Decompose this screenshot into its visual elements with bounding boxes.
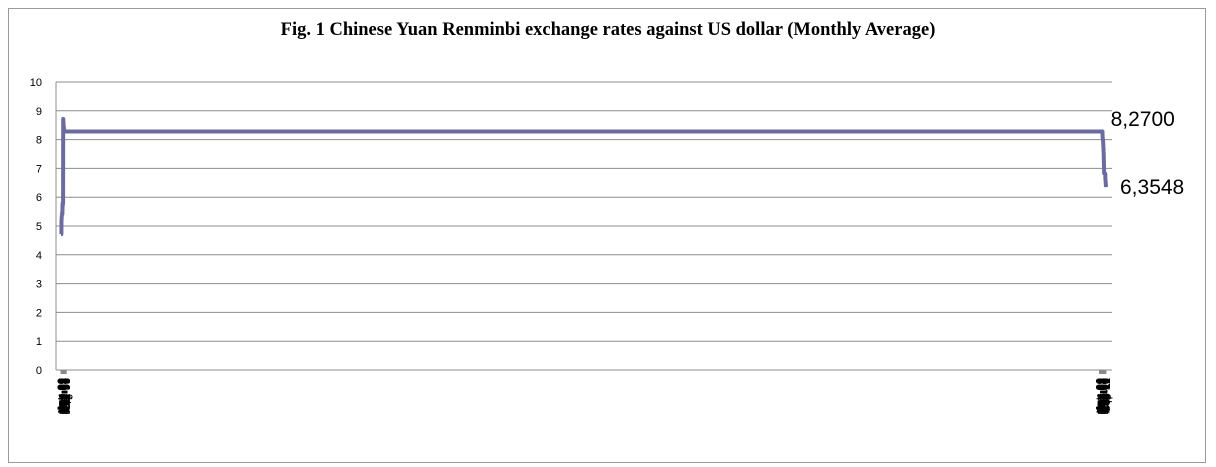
y-tick-label: 2 bbox=[36, 307, 42, 319]
x-tick-label: Dec-92 bbox=[58, 378, 70, 413]
x-tick-label: Oct-08 bbox=[1099, 378, 1111, 411]
x-tick-label: Jan-90 bbox=[56, 378, 68, 412]
x-tick-label: Apr-91 bbox=[57, 378, 69, 411]
x-tick-label: Oct-03 bbox=[1097, 378, 1109, 411]
chart-frame bbox=[8, 8, 1206, 463]
x-tick-label: Nov-05 bbox=[1098, 378, 1110, 413]
x-tick-label: Jan-05 bbox=[1097, 378, 1109, 412]
x-tick-label: Feb-02 bbox=[1096, 378, 1108, 413]
x-tick-label: Dec-97 bbox=[60, 378, 72, 413]
x-tick-label: Jun-00 bbox=[1095, 378, 1107, 412]
x-tick-label: Mar-04 bbox=[1097, 378, 1109, 413]
x-tick-label: Apr-96 bbox=[59, 378, 71, 411]
chart-title: Fig. 1 Chinese Yuan Renminbi exchange ra… bbox=[280, 20, 936, 40]
y-tick-label: 0 bbox=[36, 365, 42, 377]
x-tick-label: Aug-99 bbox=[61, 378, 73, 413]
x-tick-label: Nov-00 bbox=[1095, 378, 1107, 413]
x-tick-label: Jun-90 bbox=[56, 378, 68, 412]
x-tick-label: Oct-93 bbox=[58, 378, 70, 411]
annotation-2005-value: 8,2700 bbox=[1111, 108, 1175, 131]
y-tick-label: 9 bbox=[36, 106, 42, 118]
x-tick-label: Nov-95 bbox=[59, 378, 71, 413]
x-tick-label: May-03 bbox=[1096, 378, 1108, 415]
exchange-rate-series-line bbox=[59, 116, 1108, 237]
x-tick-label: Jun-95 bbox=[59, 378, 71, 412]
y-tick-label: 7 bbox=[36, 163, 42, 175]
x-tick-label: Nov-10 bbox=[1100, 378, 1112, 413]
y-tick-label: 1 bbox=[36, 336, 42, 348]
x-tick-label: Apr-11 bbox=[1101, 378, 1113, 410]
x-tick-label: Dec-02 bbox=[1096, 378, 1108, 413]
y-tick-label: 6 bbox=[36, 192, 42, 204]
x-tick-label: Aug-09 bbox=[1100, 378, 1112, 413]
x-tick-label: Sep-11 bbox=[1101, 378, 1113, 413]
x-tick-label: Oct-98 bbox=[61, 378, 73, 411]
x-tick-label: May-08 bbox=[1099, 378, 1111, 415]
x-tick-label: Dec-07 bbox=[1099, 378, 1111, 413]
x-tick-label: Jul-92 bbox=[57, 378, 69, 408]
x-tick-label: Jun-05 bbox=[1097, 378, 1109, 412]
x-tick-label: May-93 bbox=[58, 378, 70, 415]
x-tick-label: Sep-91 bbox=[57, 378, 69, 413]
x-tick-label: Mar-94 bbox=[58, 378, 70, 413]
x-tick-label: May-98 bbox=[61, 378, 73, 415]
annotation-end-value: 6,3548 bbox=[1120, 176, 1184, 199]
x-tick-label: Jan-10 bbox=[1100, 378, 1112, 412]
x-tick-label: Nov-90 bbox=[56, 378, 68, 413]
x-tick-label: Mar-09 bbox=[1100, 378, 1112, 413]
x-tick-label: Feb-92 bbox=[57, 378, 69, 413]
x-tick-label: Jan-00 bbox=[1095, 378, 1107, 412]
x-tick-label: Sep-96 bbox=[60, 378, 72, 413]
x-tick-label: Jul-97 bbox=[60, 378, 72, 408]
x-tick-label: Jan-95 bbox=[59, 378, 71, 412]
y-tick-label: 4 bbox=[36, 250, 42, 262]
x-tick-label: Sep-01 bbox=[1095, 378, 1107, 413]
x-tick-label: Aug-04 bbox=[1097, 378, 1109, 413]
x-tick-label: Feb-97 bbox=[60, 378, 72, 413]
x-tick-label: Sep-06 bbox=[1098, 378, 1110, 413]
x-tick-label: Jun-10 bbox=[1100, 378, 1112, 412]
y-tick-label: 10 bbox=[30, 77, 42, 89]
x-tick-label: Aug-94 bbox=[58, 378, 70, 413]
x-tick-label: Apr-06 bbox=[1098, 378, 1110, 411]
x-tick-label: Mar-99 bbox=[61, 378, 73, 413]
x-tick-label: Jul-02 bbox=[1096, 378, 1108, 408]
y-tick-label: 3 bbox=[36, 279, 42, 291]
x-tick-label: Feb-07 bbox=[1098, 378, 1110, 413]
x-tick-label: Apr-01 bbox=[1095, 378, 1107, 411]
y-tick-label: 5 bbox=[36, 221, 42, 233]
x-tick-label: Jul-07 bbox=[1099, 378, 1111, 408]
y-tick-label: 8 bbox=[36, 135, 42, 147]
